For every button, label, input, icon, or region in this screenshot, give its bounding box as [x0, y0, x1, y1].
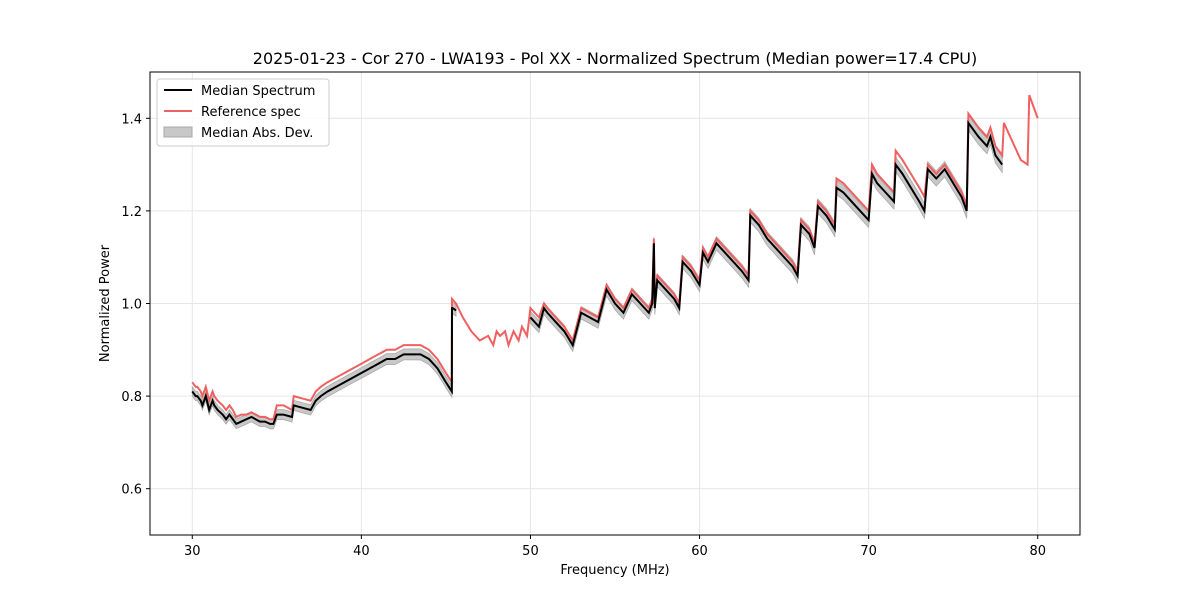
chart-title: 2025-01-23 - Cor 270 - LWA193 - Pol XX -… [253, 49, 977, 68]
median-spectrum-line [529, 119, 1004, 348]
y-axis: 0.6 0.8 1.0 1.2 1.4 [121, 112, 150, 498]
x-tick-label: 30 [184, 544, 201, 559]
y-tick-label: 0.6 [121, 483, 142, 498]
legend-label-median: Median Spectrum [201, 84, 315, 99]
x-tick-label: 80 [1029, 544, 1046, 559]
x-axis-label: Frequency (MHz) [560, 563, 669, 578]
y-tick-label: 1.0 [121, 298, 142, 313]
legend-label-reference: Reference spec [201, 105, 301, 120]
legend-swatch-mad [163, 126, 193, 138]
x-tick-label: 50 [522, 544, 539, 559]
y-tick-label: 1.2 [121, 205, 142, 220]
x-tick-label: 60 [691, 544, 708, 559]
y-tick-label: 1.4 [121, 112, 142, 127]
x-tick-label: 40 [353, 544, 370, 559]
median-spectrum-line [191, 307, 457, 426]
legend: Median Spectrum Reference spec Median Ab… [156, 78, 330, 147]
x-axis: 30 40 50 60 70 80 [184, 535, 1046, 559]
plot-area [191, 94, 1039, 430]
legend-box [156, 78, 330, 147]
legend-label-mad: Median Abs. Dev. [201, 126, 313, 141]
y-tick-label: 0.8 [121, 390, 142, 405]
x-tick-label: 70 [860, 544, 877, 559]
y-axis-label: Normalized Power [98, 244, 113, 362]
